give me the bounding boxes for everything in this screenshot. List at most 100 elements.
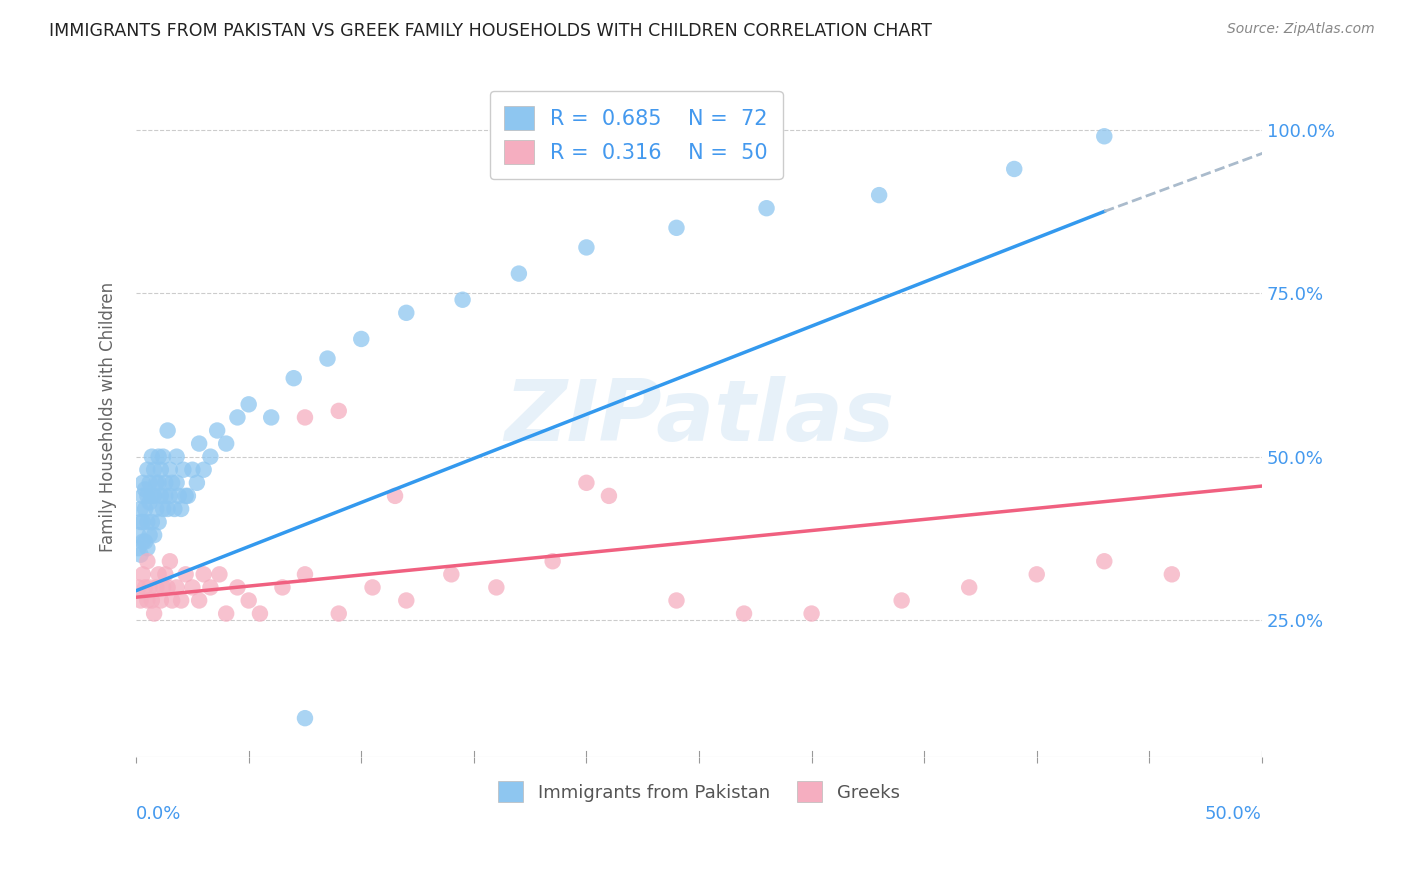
Text: Source: ZipAtlas.com: Source: ZipAtlas.com [1227, 22, 1375, 37]
Legend: Immigrants from Pakistan, Greeks: Immigrants from Pakistan, Greeks [491, 774, 907, 810]
Point [868, 188, 890, 202]
Point [800, 607, 823, 621]
Point [145, 502, 167, 516]
Point [167, 489, 190, 503]
Point [129, 593, 152, 607]
Point [226, 581, 249, 595]
Point [159, 489, 181, 503]
Point [166, 475, 188, 490]
Point [134, 502, 156, 516]
Point [166, 581, 188, 595]
Point [172, 463, 194, 477]
Point [143, 489, 166, 503]
Point [156, 502, 179, 516]
Point [170, 593, 193, 607]
Point [200, 450, 222, 464]
Point [143, 528, 166, 542]
Point [141, 450, 163, 464]
Point [145, 581, 167, 595]
Point [188, 593, 211, 607]
Point [129, 548, 152, 562]
Point [271, 581, 294, 595]
Point [1160, 567, 1182, 582]
Point [451, 293, 474, 307]
Point [733, 607, 755, 621]
Point [361, 581, 384, 595]
Point [138, 528, 160, 542]
Point [134, 581, 156, 595]
Point [249, 607, 271, 621]
Point [138, 475, 160, 490]
Point [136, 593, 159, 607]
Point [155, 567, 177, 582]
Text: 50.0%: 50.0% [1205, 805, 1263, 823]
Point [127, 528, 149, 542]
Point [145, 475, 167, 490]
Point [132, 534, 155, 549]
Point [155, 489, 177, 503]
Text: ZIPatlas: ZIPatlas [503, 376, 894, 458]
Point [132, 567, 155, 582]
Point [148, 515, 170, 529]
Point [508, 267, 530, 281]
Point [136, 489, 159, 503]
Point [148, 567, 170, 582]
Point [384, 489, 406, 503]
Point [156, 581, 179, 595]
Point [136, 463, 159, 477]
Point [138, 581, 160, 595]
Point [136, 541, 159, 556]
Point [181, 581, 204, 595]
Point [132, 475, 155, 490]
Point [575, 475, 598, 490]
Point [136, 515, 159, 529]
Point [134, 534, 156, 549]
Point [208, 567, 231, 582]
Point [134, 483, 156, 497]
Point [193, 567, 215, 582]
Point [138, 495, 160, 509]
Point [132, 489, 155, 503]
Point [575, 240, 598, 254]
Point [136, 554, 159, 568]
Point [440, 567, 463, 582]
Point [155, 475, 177, 490]
Point [160, 475, 183, 490]
Point [127, 581, 149, 595]
Point [141, 515, 163, 529]
Point [215, 436, 238, 450]
Point [890, 593, 912, 607]
Point [294, 410, 316, 425]
Point [1025, 567, 1047, 582]
Point [129, 515, 152, 529]
Point [238, 593, 260, 607]
Point [129, 502, 152, 516]
Point [143, 463, 166, 477]
Point [149, 489, 172, 503]
Point [485, 581, 508, 595]
Point [294, 567, 316, 582]
Point [957, 581, 980, 595]
Text: IMMIGRANTS FROM PAKISTAN VS GREEK FAMILY HOUSEHOLDS WITH CHILDREN CORRELATION CH: IMMIGRANTS FROM PAKISTAN VS GREEK FAMILY… [49, 22, 932, 40]
Point [226, 410, 249, 425]
Point [174, 567, 197, 582]
Point [166, 450, 188, 464]
Point [159, 554, 181, 568]
Point [148, 450, 170, 464]
Point [132, 515, 155, 529]
Point [350, 332, 373, 346]
Point [193, 463, 215, 477]
Point [141, 489, 163, 503]
Point [598, 489, 620, 503]
Point [160, 593, 183, 607]
Point [143, 607, 166, 621]
Point [148, 475, 170, 490]
Point [163, 502, 186, 516]
Point [159, 463, 181, 477]
Point [1092, 129, 1115, 144]
Point [328, 607, 350, 621]
Point [127, 541, 149, 556]
Point [156, 424, 179, 438]
Point [755, 201, 778, 215]
Point [205, 424, 228, 438]
